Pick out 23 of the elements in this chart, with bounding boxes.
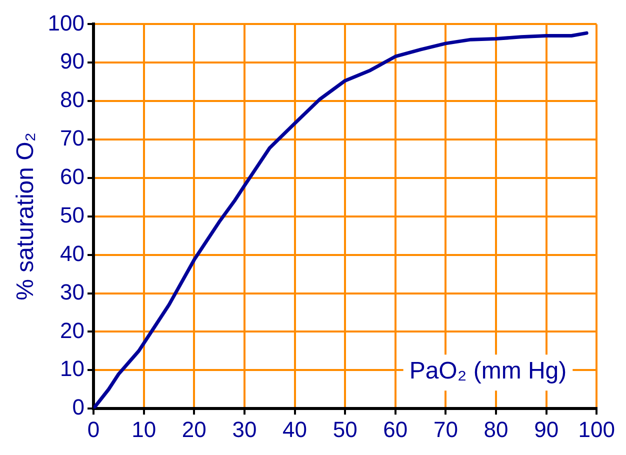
y-tick-label: 60 [60,164,85,190]
x-tick-label: 20 [182,416,206,442]
y-tick-label: 80 [60,87,85,112]
x-tick-label: 60 [383,416,408,442]
y-tick-label: 100 [48,10,85,36]
y-tick-label: 90 [60,48,85,74]
x-tick-label: 50 [332,416,358,442]
x-tick-label: 40 [282,416,308,442]
y-tick-label: 50 [60,202,85,228]
y-tick-label: 20 [60,318,85,343]
x-tick-label: 70 [433,416,458,442]
y-tick-label: 40 [60,240,85,266]
y-tick-label: 30 [60,279,85,304]
x-tick-label: 100 [578,416,616,442]
x-tick-label: 30 [232,416,257,442]
y-axis-title: % saturation O₂ [12,132,40,300]
x-axis-title: PaO₂ (mm Hg) [409,358,567,385]
y-tick-label: 10 [60,356,85,382]
y-tick-label: 70 [60,126,85,151]
x-tick-label: 80 [484,416,508,442]
x-tick-label: 10 [132,416,156,442]
x-tick-label: 90 [534,416,559,442]
y-tick-label: 0 [72,394,85,420]
